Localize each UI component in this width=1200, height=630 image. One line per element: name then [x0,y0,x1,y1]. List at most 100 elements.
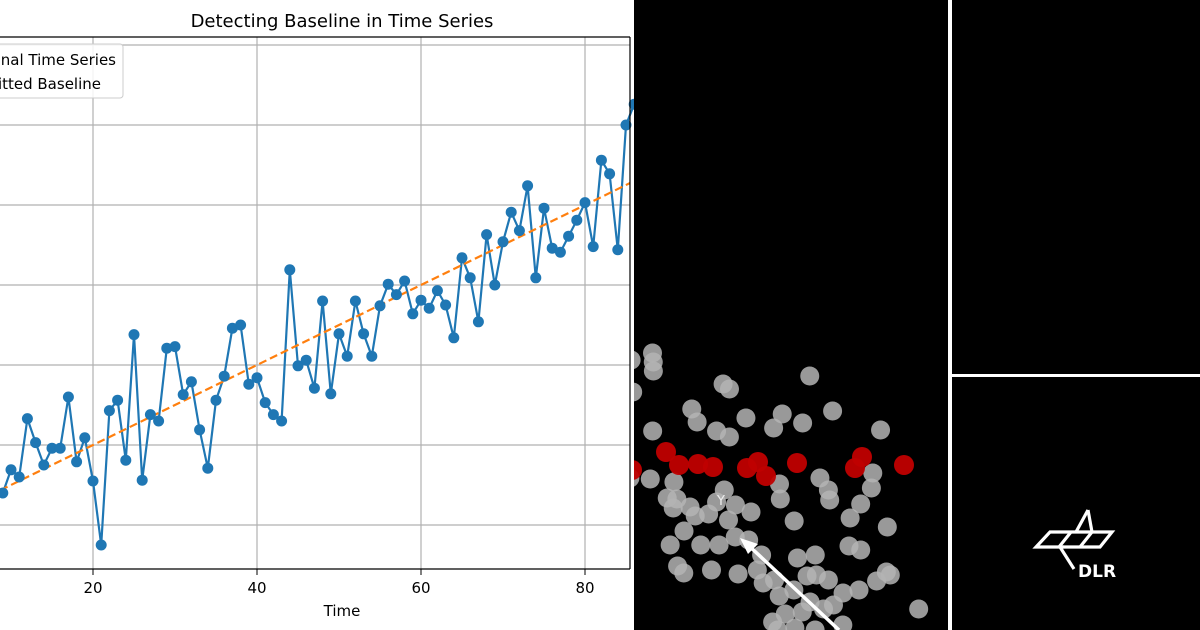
gray-dot [691,535,711,555]
data-point [538,202,550,214]
gray-dot [768,620,788,630]
data-point [112,394,124,406]
data-point [325,388,337,400]
gray-dot [805,545,825,565]
gray-dot [849,580,869,600]
gray-dot [775,604,795,624]
data-point [30,437,42,449]
data-point [144,409,156,421]
gray-dot [634,382,643,402]
data-point [415,294,427,306]
data-point [185,376,197,388]
dot-scatter: Y [634,343,929,630]
data-point [497,236,509,248]
panel-divider-horizontal [952,374,1200,377]
highlighted-dot [634,460,642,480]
gray-dot [736,408,756,428]
data-point [87,475,99,487]
data-point [579,197,591,209]
gray-dot [764,418,784,438]
data-point [292,360,304,372]
gray-dot [861,478,881,498]
arrow-head [740,538,758,554]
gray-dot [784,511,804,531]
data-point [169,341,181,353]
data-point [308,382,320,394]
data-point [38,459,50,471]
data-point [194,424,206,436]
data-point [604,168,616,180]
data-point [464,272,476,284]
original-series-line [1,103,634,546]
gray-dot [634,350,641,370]
gray-dot [792,602,812,622]
gray-dot [793,413,813,433]
gray-dot [709,535,729,555]
data-point [13,471,25,483]
gray-dot [787,548,807,568]
data-point [382,278,394,290]
x-tick-label: 40 [247,579,266,597]
gray-dot [719,510,739,530]
highlighted-dot [656,442,676,462]
gray-dot [643,421,663,441]
legend-entry-original: Original Time Series [0,51,116,69]
data-point [595,154,607,166]
data-point [317,295,329,307]
data-point [177,389,189,401]
gray-dot [863,463,883,483]
data-point [448,332,460,344]
gray-dot [643,361,663,381]
data-point [210,394,222,406]
data-point [276,415,288,427]
chart-panel: 20 40 60 80 Detecting Baseline in Time Seri… [0,0,634,630]
data-point [563,230,575,242]
panel-divider-vertical [948,0,952,630]
data-point [349,295,361,307]
highlighted-dot [756,466,776,486]
gray-dot [820,490,840,510]
gray-dot [664,472,684,492]
highlighted-dot [852,447,872,467]
x-tick-label: 60 [411,579,430,597]
gray-dot [753,573,773,593]
gray-dot [660,535,680,555]
data-point [218,370,230,382]
gray-dot [877,517,897,537]
gray-dot [640,469,660,489]
data-point [333,328,345,340]
highlighted-dot [703,457,723,477]
gray-dot [699,504,719,524]
data-point [530,272,542,284]
data-point [358,328,370,340]
data-point [103,405,115,417]
data-point [399,275,411,287]
gray-dot [770,489,790,509]
gray-dot [871,420,891,440]
data-point [587,241,599,253]
data-point [251,372,263,384]
data-point [513,225,525,237]
gray-dot [725,495,745,515]
data-point [202,462,214,474]
data-point [489,279,501,291]
data-point [554,246,566,258]
direction-arrow [745,542,841,630]
data-point [390,289,402,301]
gray-dot [833,615,853,630]
data-point [612,244,624,256]
gray-dot [728,564,748,584]
data-point [505,206,517,218]
x-tick-label: 20 [83,579,102,597]
data-point [431,285,443,297]
data-point [54,442,66,454]
data-point [128,329,140,341]
gray-dot [818,570,838,590]
data-point [284,264,296,276]
x-axis-label: Time [323,602,361,620]
data-point [243,378,255,390]
data-point [440,299,452,311]
dlr-logo: DLR [1030,505,1120,585]
data-point [62,391,74,403]
axis-label-y: Y [716,494,725,509]
